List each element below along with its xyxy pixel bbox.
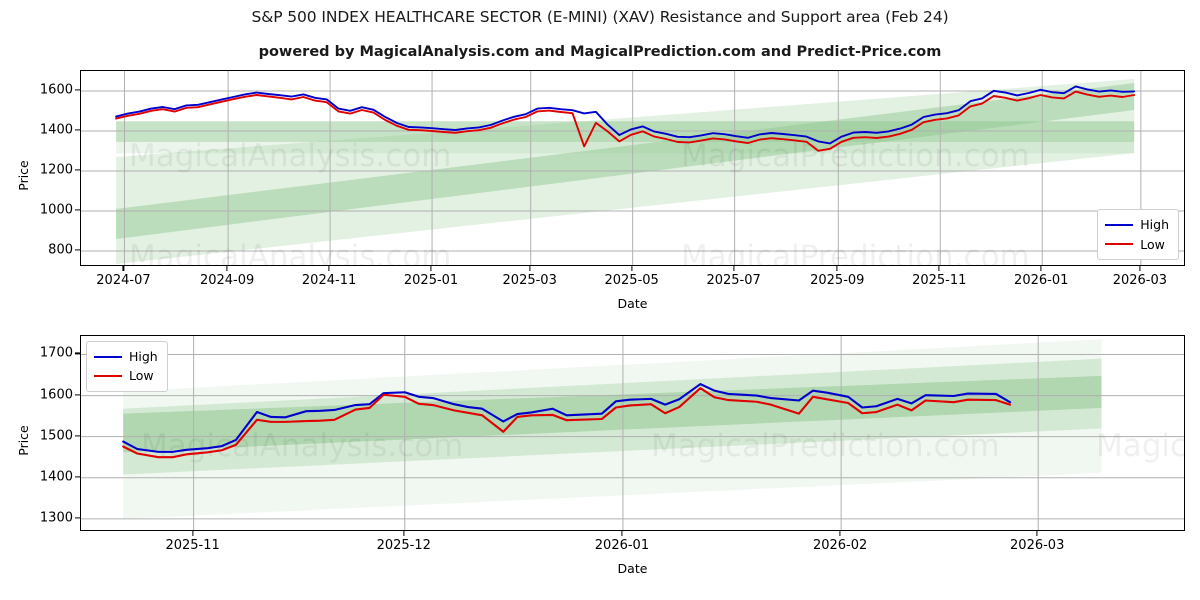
x-axis-tick-mark (938, 266, 940, 271)
zoom-chart-svg: MagicalAnalysis.com MagicalPrediction.com… (81, 336, 1184, 530)
series-line-low (122, 387, 1012, 459)
y-axis-tick-label: 1200 (39, 162, 73, 178)
y-axis-tick-mark (75, 393, 80, 396)
overview-y-axis-label: Price (15, 160, 31, 191)
overview-chart-svg: MagicalAnalysis.com MagicalPrediction.com… (81, 71, 1184, 265)
watermark-text: MagicalAnalysis.com (1096, 428, 1184, 464)
series-line-high (122, 383, 1012, 453)
x-axis-tick-mark (529, 266, 531, 271)
support-resistance-band (116, 83, 1135, 239)
x-axis-tick-label: 2026-03 (1010, 538, 1065, 553)
page-title: S&P 500 INDEX HEALTHCARE SECTOR (E-MINI)… (251, 8, 949, 26)
x-axis-tick-label: 2025-11 (165, 538, 220, 553)
x-axis-tick-mark (226, 266, 228, 271)
y-axis-tick-label: 1700 (39, 345, 73, 361)
x-axis-tick-label: 2026-03 (1112, 273, 1168, 288)
x-axis-tick-mark (836, 266, 838, 271)
legend-entry-low: Low (1105, 235, 1169, 254)
x-axis-tick-mark (122, 266, 125, 271)
x-axis-tick-label: 2025-05 (604, 273, 659, 288)
legend-line-low-icon (1105, 243, 1134, 246)
y-axis-tick-mark (75, 249, 80, 251)
x-axis-tick-label: 2026-01 (594, 538, 650, 553)
y-axis-tick-mark (75, 169, 80, 171)
x-axis-tick-label: 2025-09 (810, 273, 865, 288)
y-axis-tick-label: 1600 (39, 387, 73, 403)
watermark-text: MagicalPrediction.com (681, 138, 1030, 174)
x-axis-tick-mark (403, 531, 405, 536)
y-axis-tick-mark (75, 209, 80, 211)
y-axis-tick-label: 1000 (39, 202, 73, 218)
legend-entry-high: High (1105, 215, 1169, 234)
x-axis-tick-mark (328, 266, 330, 271)
x-axis-tick-label: 2024-07 (96, 273, 151, 288)
y-axis-tick-label: 1500 (39, 428, 73, 444)
legend-entry-high: High (94, 347, 158, 366)
y-axis-tick-mark (75, 517, 80, 519)
y-axis-tick-mark (75, 435, 80, 437)
x-axis-tick-label: 2026-01 (1014, 273, 1069, 288)
watermark-text: MagicalPrediction.com (681, 239, 1030, 265)
watermark-text: MagicalAnalysis.com (141, 428, 463, 464)
legend-label-high: High (1140, 217, 1169, 233)
x-axis-tick-mark (839, 531, 841, 536)
x-axis-tick-label: 2025-07 (706, 273, 761, 288)
y-axis-tick-label: 1300 (39, 510, 73, 526)
overview-plot-area: MagicalAnalysis.com MagicalPrediction.com… (80, 70, 1185, 266)
x-axis-tick-mark (192, 531, 194, 536)
x-axis-tick-mark (733, 266, 735, 271)
x-axis-tick-label: 2025-11 (912, 273, 967, 288)
series-line-high (115, 85, 1136, 145)
y-axis-tick-label: 1400 (39, 122, 73, 138)
zoom-x-axis-label: Date (617, 561, 648, 576)
zoom-y-axis-label: Price (15, 425, 31, 456)
legend-label-high: High (129, 349, 158, 364)
x-axis-tick-mark (621, 531, 623, 536)
watermark-text: MagicalPrediction.com (651, 428, 1000, 464)
zoom-plot-area: MagicalAnalysis.com MagicalPrediction.com… (80, 335, 1185, 531)
zoom-legend: High Low (86, 341, 168, 392)
legend-line-high-icon (94, 355, 122, 358)
y-axis-tick-label: 1400 (39, 469, 73, 485)
support-resistance-band (123, 375, 1102, 453)
x-axis-tick-label: 2025-12 (376, 538, 431, 553)
y-axis-tick-mark (75, 129, 80, 131)
legend-line-low-icon (94, 375, 122, 378)
watermark-text: MagicalAnalysis.com (129, 138, 451, 174)
x-axis-tick-mark (430, 266, 432, 271)
x-axis-tick-mark (631, 266, 633, 271)
zoom-chart-panel: MagicalAnalysis.com MagicalPrediction.com… (16, 335, 1185, 576)
x-axis-tick-mark (1139, 266, 1141, 271)
x-axis-tick-label: 2025-03 (502, 273, 557, 288)
y-axis-tick-label: 800 (48, 242, 73, 258)
overview-chart-panel: MagicalAnalysis.com MagicalPrediction.com… (16, 70, 1185, 311)
x-axis-tick-label: 2024-11 (301, 273, 357, 288)
page-subtitle: powered by MagicalAnalysis.com and Magic… (258, 44, 942, 60)
x-axis-tick-mark (1036, 531, 1038, 536)
overview-legend: High Low (1097, 209, 1179, 260)
y-axis-tick-mark (75, 352, 80, 355)
legend-line-high-icon (1105, 223, 1134, 226)
series-line-low (115, 90, 1136, 152)
y-axis-tick-mark (75, 476, 80, 478)
legend-entry-low: Low (94, 366, 158, 385)
watermark-text: MagicalAnalysis.com (129, 239, 451, 265)
x-axis-tick-label: 2024-09 (199, 273, 255, 288)
x-axis-tick-label: 2025-01 (403, 273, 459, 288)
overview-x-axis-label: Date (617, 296, 648, 311)
y-axis-tick-mark (75, 89, 80, 91)
legend-label-low: Low (1140, 236, 1165, 252)
x-axis-tick-label: 2026-02 (812, 538, 868, 553)
legend-label-low: Low (129, 368, 154, 384)
x-axis-tick-mark (1040, 266, 1042, 271)
y-axis-tick-label: 1600 (39, 82, 73, 98)
